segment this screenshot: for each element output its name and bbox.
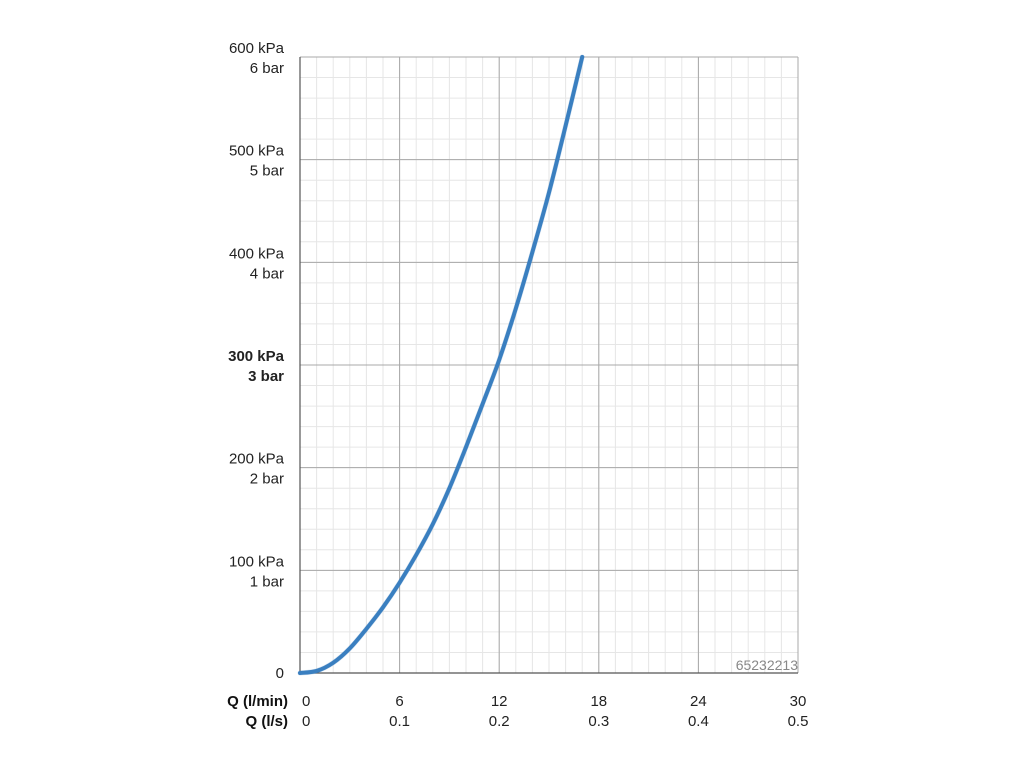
watermark-code: 65232213 (736, 657, 799, 673)
y-tick-label-kpa: 200 kPa (229, 451, 285, 468)
x-tick-label: 0 (302, 713, 310, 730)
x-tick-label: 0.1 (389, 713, 410, 730)
x-tick-label: 0.3 (588, 713, 609, 730)
x-tick-label: 24 (690, 693, 707, 710)
y-axis-labels: 0 100 kPa 1 bar 200 kPa 2 bar 300 kPa 3 bar 400… (228, 40, 285, 682)
x-tick-label: 0.4 (688, 713, 709, 730)
y-tick-label-kpa: 600 kPa (229, 40, 285, 57)
y-tick-label-bar: 2 bar (250, 471, 284, 488)
y-tick-label-kpa: 100 kPa (229, 553, 285, 570)
x-tick-label: 0.2 (489, 713, 510, 730)
x-tick-label: 12 (491, 693, 508, 710)
y-tick-label-bar: 3 bar (248, 368, 284, 385)
y-tick-label-bar: 6 bar (250, 60, 284, 77)
x-tick-label: 0 (302, 693, 310, 710)
plot-frame (299, 57, 798, 674)
x-tick-label: 18 (590, 693, 607, 710)
x-tick-label: 0.5 (788, 713, 809, 730)
y-tick-label-kpa: 500 kPa (229, 143, 285, 160)
x-axis-labels: Q (l/min) 0 6 12 18 24 30 Q (l/s) 0 0.1 0.2 0.3 0.4 0… (227, 693, 808, 730)
x-axis-row-title: Q (l/s) (245, 713, 288, 730)
y-tick-label-bar: 1 bar (250, 573, 284, 590)
y-tick-label-bar: 4 bar (250, 265, 284, 282)
y-tick-label-kpa: 300 kPa (228, 348, 285, 365)
y-tick-label-kpa: 0 (276, 665, 284, 682)
y-tick-label-kpa: 400 kPa (229, 245, 285, 262)
x-tick-label: 30 (790, 693, 807, 710)
series-line (298, 55, 585, 675)
series-layer (297, 54, 585, 676)
x-tick-label: 6 (395, 693, 403, 710)
x-axis-row-title: Q (l/min) (227, 693, 288, 710)
y-tick-label-bar: 5 bar (250, 163, 284, 180)
